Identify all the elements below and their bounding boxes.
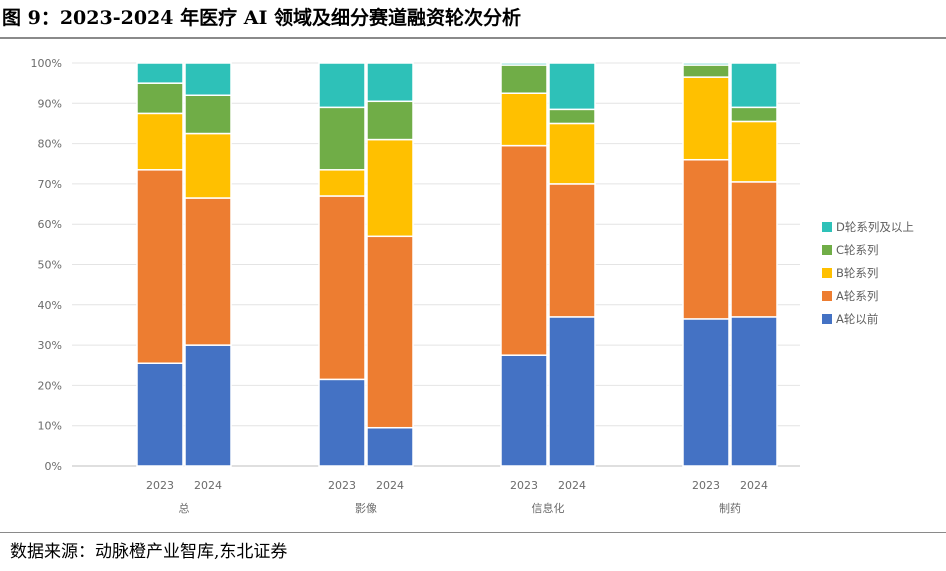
bar-segment	[730, 106, 778, 123]
bar-segment	[500, 64, 548, 94]
bar-segment	[730, 181, 778, 318]
y-tick-label: 70%	[38, 178, 62, 191]
bar-segment	[366, 62, 414, 103]
x-year-label: 2023	[692, 479, 720, 492]
bar-segment	[682, 76, 730, 161]
bar-segment	[366, 138, 414, 238]
title-divider	[0, 37, 946, 39]
bar-segment	[682, 62, 730, 66]
bar-segment	[318, 195, 366, 381]
legend-label: C轮系列	[836, 243, 879, 257]
bar-segment	[136, 62, 184, 84]
bar-segment	[184, 197, 232, 346]
y-tick-label: 0%	[45, 460, 62, 473]
bar-segment	[366, 235, 414, 429]
legend-label: A轮系列	[836, 289, 878, 303]
y-tick-label: 50%	[38, 259, 62, 272]
bar-segment	[184, 94, 232, 135]
y-tick-label: 20%	[38, 379, 62, 392]
bar-segment	[500, 354, 548, 467]
legend-swatch	[822, 291, 832, 301]
bar-segment	[318, 62, 366, 109]
source-divider	[0, 532, 946, 533]
bar-segment	[366, 100, 414, 141]
source-note: 数据来源：动脉橙产业智库,东北证券	[10, 542, 288, 562]
legend-label: B轮系列	[836, 266, 878, 280]
y-tick-label: 80%	[38, 138, 62, 151]
legend-swatch	[822, 314, 832, 324]
bar-segment	[318, 106, 366, 171]
y-tick-label: 10%	[38, 420, 62, 433]
bar-segment	[136, 169, 184, 364]
x-year-label: 2024	[194, 479, 222, 492]
bar-segment	[682, 318, 730, 467]
x-year-label: 2023	[510, 479, 538, 492]
bar-segment	[136, 112, 184, 171]
y-axis-ticks: 0% 10% 20% 30% 40% 50% 60% 70% 80% 90% 100%	[31, 57, 62, 473]
y-tick-label: 100%	[31, 57, 62, 70]
legend: D轮系列及以上 C轮系列 B轮系列 A轮系列 A轮以前	[822, 220, 914, 326]
legend-swatch	[822, 268, 832, 278]
x-category-label: 影像	[355, 502, 377, 515]
bar-segment	[682, 64, 730, 78]
legend-swatch	[822, 222, 832, 232]
bar-segment	[730, 62, 778, 109]
y-tick-label: 90%	[38, 97, 62, 110]
legend-label: A轮以前	[836, 312, 878, 326]
legend-swatch	[822, 245, 832, 255]
x-year-label: 2024	[376, 479, 404, 492]
bar-segment	[548, 122, 596, 185]
bar-segment	[548, 316, 596, 467]
bar-segment	[548, 108, 596, 125]
y-tick-label: 60%	[38, 218, 62, 231]
bar-segment	[318, 378, 366, 467]
y-tick-label: 30%	[38, 339, 62, 352]
bars	[136, 62, 778, 467]
x-year-label: 2023	[146, 479, 174, 492]
bar-segment	[366, 426, 414, 467]
bar-segment	[730, 316, 778, 467]
bar-segment	[548, 62, 596, 111]
bar-segment	[500, 92, 548, 147]
stacked-bar-chart: 0%10%20%30%40%50%60%70%80%90%100% 2023 20…	[31, 57, 914, 515]
x-year-label: 2024	[558, 479, 586, 492]
bar-segment	[318, 169, 366, 197]
bar-segment	[184, 62, 232, 96]
bar-segment	[500, 62, 548, 66]
bar-segment	[730, 120, 778, 183]
bar-segment	[184, 344, 232, 467]
x-year-label: 2024	[740, 479, 768, 492]
bar-segment	[184, 132, 232, 199]
bar-segment	[548, 183, 596, 318]
x-category-label: 制药	[719, 502, 741, 515]
figure-title: 图 9：2023-2024 年医疗 AI 领域及细分赛道融资轮次分析	[2, 7, 521, 29]
bar-segment	[682, 158, 730, 320]
legend-label: D轮系列及以上	[836, 220, 914, 234]
x-axis-labels: 2023 2024 总 2023 2024 影像 2023 2024 信息化 2023 2024 制药	[146, 479, 768, 515]
x-category-label: 总	[179, 501, 190, 515]
bar-segment	[136, 82, 184, 115]
bar-segment	[136, 362, 184, 467]
x-category-label: 信息化	[532, 501, 565, 515]
x-year-label: 2023	[328, 479, 356, 492]
bar-segment	[500, 144, 548, 356]
y-tick-label: 40%	[38, 299, 62, 312]
